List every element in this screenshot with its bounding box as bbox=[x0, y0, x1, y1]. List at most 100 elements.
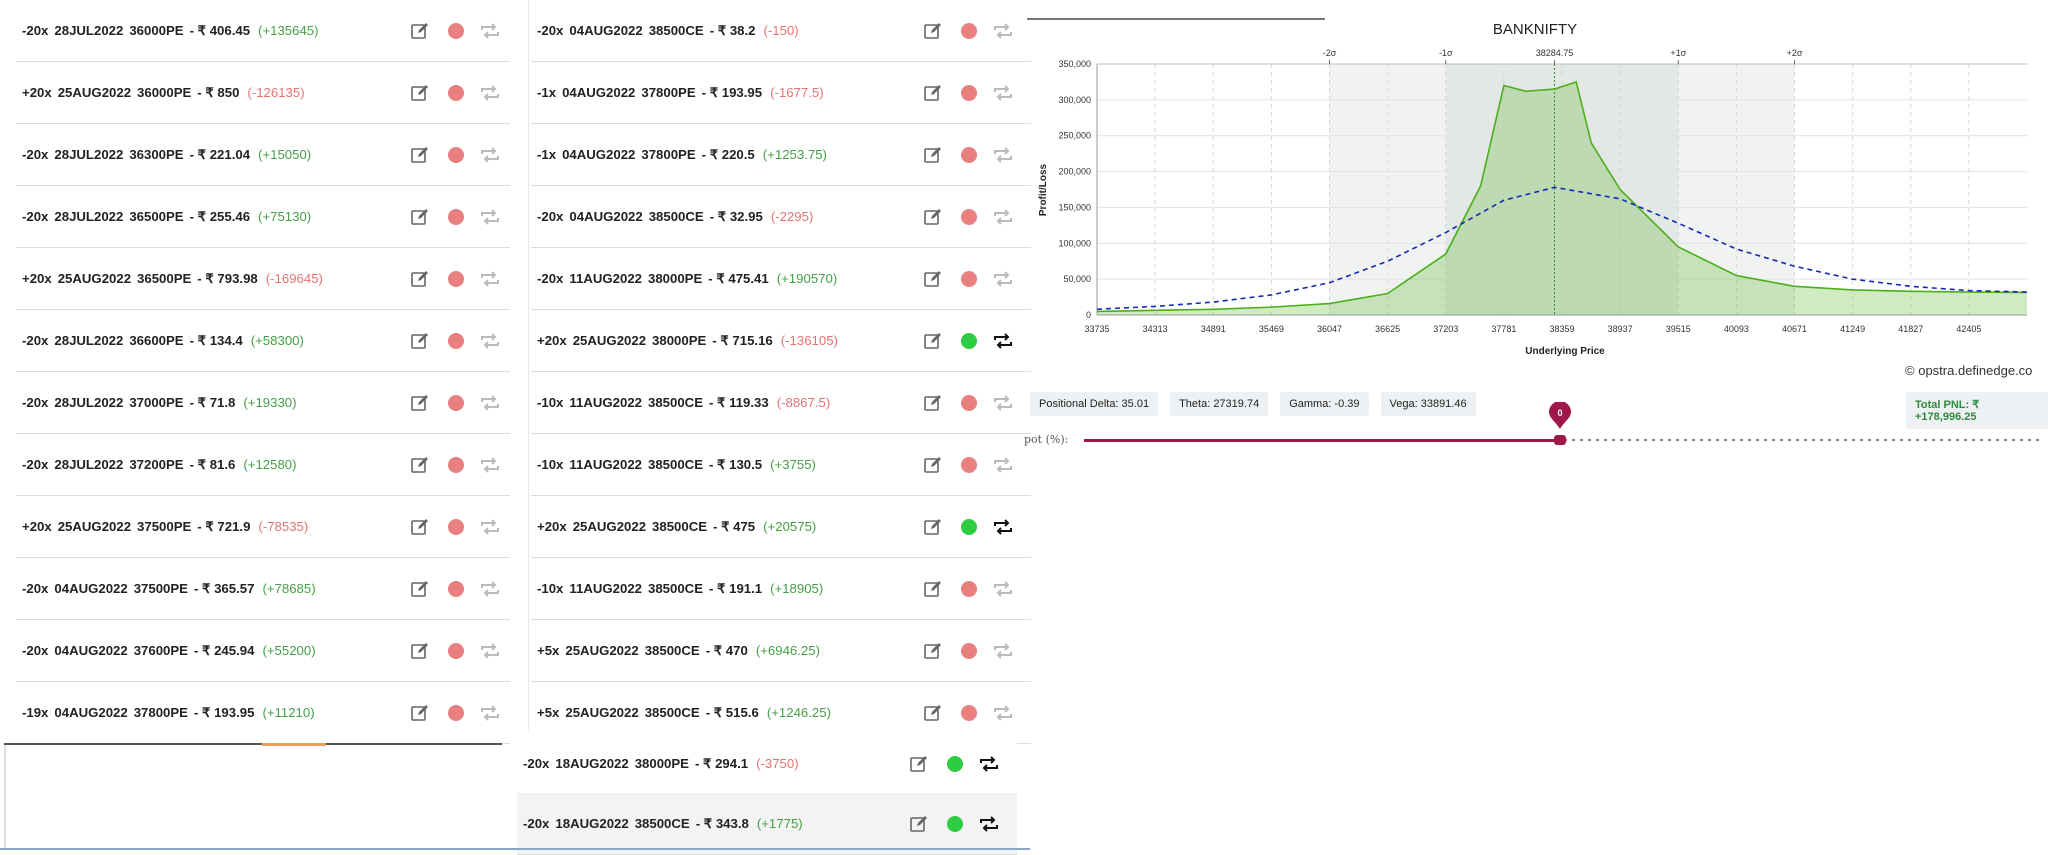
edit-icon[interactable] bbox=[410, 207, 430, 227]
panel-divider bbox=[4, 745, 6, 850]
edit-icon[interactable] bbox=[410, 579, 430, 599]
inactive-status-dot[interactable] bbox=[448, 580, 464, 597]
repeat-icon[interactable] bbox=[991, 269, 1015, 289]
repeat-icon[interactable] bbox=[478, 579, 502, 599]
repeat-icon[interactable] bbox=[991, 83, 1015, 103]
bottom-border bbox=[0, 848, 1030, 850]
repeat-icon[interactable] bbox=[991, 207, 1015, 227]
edit-icon[interactable] bbox=[909, 814, 929, 834]
repeat-icon[interactable] bbox=[991, 145, 1015, 165]
repeat-icon[interactable] bbox=[478, 269, 502, 289]
inactive-status-dot[interactable] bbox=[448, 22, 464, 39]
inactive-status-dot[interactable] bbox=[448, 146, 464, 163]
repeat-icon[interactable] bbox=[478, 83, 502, 103]
repeat-icon[interactable] bbox=[991, 579, 1015, 599]
repeat-icon[interactable] bbox=[991, 703, 1015, 723]
position-strike: 36000PE bbox=[137, 85, 192, 100]
inactive-status-dot[interactable] bbox=[448, 332, 464, 349]
inactive-status-dot[interactable] bbox=[961, 704, 977, 721]
row-actions bbox=[410, 248, 502, 309]
edit-icon[interactable] bbox=[410, 703, 430, 723]
edit-icon[interactable] bbox=[410, 21, 430, 41]
edit-icon[interactable] bbox=[410, 145, 430, 165]
inactive-status-dot[interactable] bbox=[448, 270, 464, 287]
edit-icon[interactable] bbox=[410, 455, 430, 475]
edit-icon[interactable] bbox=[923, 21, 943, 41]
edit-icon[interactable] bbox=[410, 641, 430, 661]
inactive-status-dot[interactable] bbox=[448, 704, 464, 721]
inactive-status-dot[interactable] bbox=[961, 270, 977, 287]
inactive-status-dot[interactable] bbox=[448, 518, 464, 535]
repeat-icon[interactable] bbox=[991, 517, 1015, 537]
active-status-dot[interactable] bbox=[947, 755, 963, 772]
row-actions bbox=[410, 186, 502, 247]
repeat-icon[interactable] bbox=[478, 455, 502, 475]
repeat-icon[interactable] bbox=[478, 703, 502, 723]
repeat-icon[interactable] bbox=[478, 393, 502, 413]
position-qty: -20x bbox=[22, 643, 49, 658]
repeat-icon[interactable] bbox=[991, 641, 1015, 661]
inactive-status-dot[interactable] bbox=[448, 84, 464, 101]
edit-icon[interactable] bbox=[923, 641, 943, 661]
inactive-status-dot[interactable] bbox=[961, 84, 977, 101]
inactive-status-dot[interactable] bbox=[448, 642, 464, 659]
edit-icon[interactable] bbox=[923, 145, 943, 165]
repeat-icon[interactable] bbox=[478, 145, 502, 165]
repeat-icon[interactable] bbox=[991, 331, 1015, 351]
slider-value: 0 bbox=[1557, 408, 1563, 418]
repeat-icon[interactable] bbox=[478, 331, 502, 351]
credit-text[interactable]: © opstra.definedge.co bbox=[1905, 363, 2032, 378]
position-text: -1x 04AUG2022 37800PE - ₹ 193.95 (-1677.5… bbox=[537, 62, 824, 123]
edit-icon[interactable] bbox=[923, 269, 943, 289]
repeat-icon[interactable] bbox=[991, 455, 1015, 475]
scroll-indicator[interactable] bbox=[262, 743, 326, 746]
repeat-icon[interactable] bbox=[991, 393, 1015, 413]
position-qty: -20x bbox=[537, 209, 564, 224]
edit-icon[interactable] bbox=[923, 393, 943, 413]
edit-icon[interactable] bbox=[410, 331, 430, 351]
position-qty: -10x bbox=[537, 457, 564, 472]
edit-icon[interactable] bbox=[923, 517, 943, 537]
position-expiry: 25AUG2022 bbox=[57, 519, 132, 534]
row-actions bbox=[923, 434, 1015, 495]
position-row: +5x 25AUG2022 38500CE - ₹ 470 (+6946.25) bbox=[531, 620, 1031, 682]
inactive-status-dot[interactable] bbox=[961, 580, 977, 597]
position-price: - ₹ 365.57 bbox=[193, 580, 255, 596]
spot-slider-handle[interactable] bbox=[1554, 435, 1566, 445]
edit-icon[interactable] bbox=[923, 207, 943, 227]
inactive-status-dot[interactable] bbox=[448, 394, 464, 411]
repeat-icon[interactable] bbox=[991, 21, 1015, 41]
position-text: -20x 28JUL2022 36500PE - ₹ 255.46 (+75130… bbox=[22, 186, 311, 247]
edit-icon[interactable] bbox=[923, 331, 943, 351]
edit-icon[interactable] bbox=[923, 703, 943, 723]
edit-icon[interactable] bbox=[410, 83, 430, 103]
edit-icon[interactable] bbox=[923, 455, 943, 475]
repeat-icon[interactable] bbox=[478, 207, 502, 227]
repeat-icon[interactable] bbox=[977, 814, 1001, 834]
edit-icon[interactable] bbox=[410, 517, 430, 537]
edit-icon[interactable] bbox=[410, 269, 430, 289]
inactive-status-dot[interactable] bbox=[961, 22, 977, 39]
active-status-dot[interactable] bbox=[961, 332, 977, 349]
repeat-icon[interactable] bbox=[478, 641, 502, 661]
inactive-status-dot[interactable] bbox=[961, 394, 977, 411]
inactive-status-dot[interactable] bbox=[961, 146, 977, 163]
inactive-status-dot[interactable] bbox=[961, 642, 977, 659]
repeat-icon[interactable] bbox=[478, 21, 502, 41]
inactive-status-dot[interactable] bbox=[961, 208, 977, 225]
inactive-status-dot[interactable] bbox=[448, 208, 464, 225]
repeat-icon[interactable] bbox=[977, 754, 1001, 774]
position-price: - ₹ 475.41 bbox=[708, 270, 769, 286]
inactive-status-dot[interactable] bbox=[448, 456, 464, 473]
edit-icon[interactable] bbox=[923, 579, 943, 599]
row-actions bbox=[923, 496, 1015, 557]
edit-icon[interactable] bbox=[923, 83, 943, 103]
active-status-dot[interactable] bbox=[961, 518, 977, 535]
active-status-dot[interactable] bbox=[947, 815, 963, 832]
edit-icon[interactable] bbox=[909, 754, 929, 774]
gamma-chip: Gamma: -0.39 bbox=[1280, 392, 1369, 416]
edit-icon[interactable] bbox=[410, 393, 430, 413]
inactive-status-dot[interactable] bbox=[961, 456, 977, 473]
repeat-icon[interactable] bbox=[478, 517, 502, 537]
position-strike: 37800PE bbox=[641, 147, 696, 162]
